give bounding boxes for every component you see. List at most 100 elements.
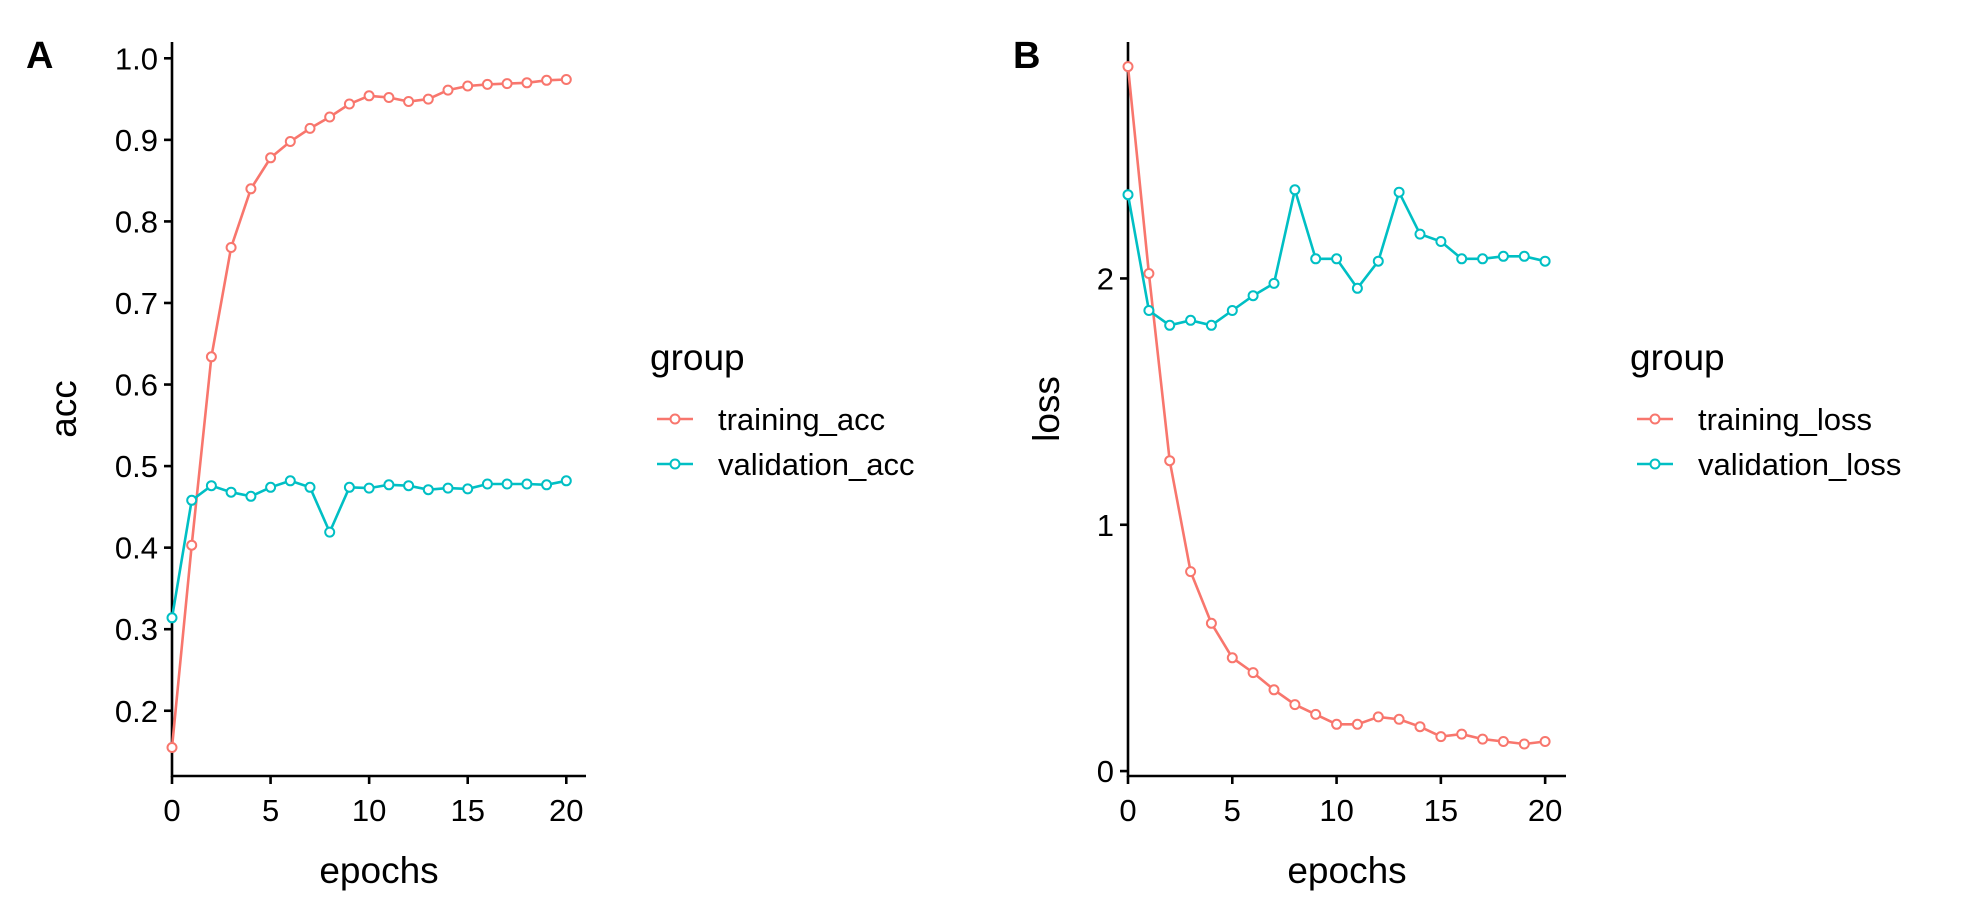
legend-label: validation_acc bbox=[718, 447, 914, 482]
data-point bbox=[1268, 684, 1280, 696]
y-tick-label: 1.0 bbox=[115, 41, 158, 76]
data-point bbox=[284, 475, 296, 487]
y-tick-label: 0 bbox=[1097, 754, 1114, 789]
y-tick-label: 0.7 bbox=[115, 286, 158, 321]
data-point bbox=[166, 742, 178, 753]
data-point bbox=[1539, 255, 1551, 267]
data-point bbox=[186, 539, 198, 551]
data-point bbox=[265, 152, 277, 164]
data-point bbox=[166, 612, 178, 624]
data-point bbox=[560, 475, 572, 487]
legend-label: training_loss bbox=[1698, 402, 1872, 437]
x-tick-label: 15 bbox=[1424, 793, 1458, 828]
data-point bbox=[186, 494, 198, 506]
y-tick-label: 0.3 bbox=[115, 612, 158, 647]
series-line bbox=[1126, 66, 1546, 746]
data-point bbox=[1497, 736, 1509, 747]
y-tick-label: 0.4 bbox=[115, 531, 158, 566]
data-point bbox=[1226, 652, 1238, 664]
data-point bbox=[1185, 314, 1197, 326]
data-point bbox=[284, 136, 296, 147]
data-point bbox=[1497, 250, 1509, 262]
data-point bbox=[501, 78, 513, 90]
data-point bbox=[363, 482, 375, 494]
x-tick-label: 20 bbox=[1528, 793, 1562, 828]
axis-lines bbox=[1126, 42, 1566, 778]
legend-label: validation_loss bbox=[1698, 447, 1901, 482]
data-point bbox=[1539, 736, 1551, 747]
data-point bbox=[1331, 718, 1343, 730]
x-tick-label: 5 bbox=[1224, 793, 1241, 828]
x-tick-label: 0 bbox=[163, 793, 180, 828]
data-point bbox=[1143, 305, 1155, 316]
data-point bbox=[343, 98, 355, 110]
series-line bbox=[170, 479, 567, 619]
y-tick-label: 0.9 bbox=[115, 123, 158, 158]
legend-title: group bbox=[1630, 337, 1725, 378]
data-point bbox=[541, 479, 553, 491]
data-point bbox=[481, 78, 493, 90]
data-point bbox=[304, 122, 316, 134]
panel-a: A 0.2 0.3 0.4 0.5 0.6 0.7 0.8 0.9 1.0 0 5 10 15 20 epoc… bbox=[26, 35, 914, 891]
data-point bbox=[304, 481, 316, 493]
legend-key-point bbox=[669, 413, 681, 425]
y-tick-label: 0.6 bbox=[115, 368, 158, 403]
data-point bbox=[422, 93, 434, 105]
legend-label: training_acc bbox=[718, 402, 885, 437]
data-point bbox=[501, 478, 513, 490]
series-validation-loss bbox=[1122, 184, 1551, 331]
data-point bbox=[442, 482, 454, 494]
data-point bbox=[1518, 738, 1530, 750]
x-axis-title: epochs bbox=[319, 850, 438, 891]
y-axis-title: acc bbox=[43, 380, 84, 438]
data-point bbox=[462, 483, 474, 495]
data-point bbox=[205, 480, 217, 492]
data-point bbox=[1331, 253, 1343, 265]
data-point bbox=[1205, 319, 1217, 331]
data-point bbox=[1247, 290, 1259, 302]
panel-letter: A bbox=[26, 35, 53, 77]
legend: group training_acc validation_acc bbox=[650, 337, 914, 482]
data-point bbox=[1289, 699, 1301, 711]
data-point bbox=[1205, 617, 1217, 629]
y-tick-label: 0.8 bbox=[115, 204, 158, 239]
data-point bbox=[265, 481, 277, 493]
x-tick-label: 20 bbox=[549, 793, 583, 828]
data-point bbox=[560, 74, 572, 85]
series-training-acc bbox=[166, 74, 572, 753]
data-point bbox=[1164, 319, 1176, 331]
data-point bbox=[1477, 253, 1489, 265]
series-validation-acc bbox=[166, 475, 572, 624]
y-tick-label: 0.2 bbox=[115, 694, 158, 729]
data-point bbox=[1372, 255, 1384, 267]
data-point bbox=[1185, 566, 1197, 578]
data-point bbox=[1435, 731, 1447, 743]
data-point bbox=[383, 479, 395, 491]
data-point bbox=[403, 480, 415, 492]
legend-key-point bbox=[669, 458, 681, 470]
data-point bbox=[1393, 713, 1405, 725]
data-point bbox=[324, 526, 336, 538]
data-point bbox=[245, 183, 257, 195]
data-point bbox=[462, 80, 474, 92]
data-point bbox=[1226, 305, 1238, 316]
x-axis-title: epochs bbox=[1287, 850, 1406, 891]
data-point bbox=[1310, 708, 1322, 720]
data-point bbox=[1289, 184, 1301, 196]
y-tick-label: 0.5 bbox=[115, 449, 158, 484]
data-point bbox=[1122, 189, 1134, 201]
data-point bbox=[225, 242, 237, 253]
data-point bbox=[245, 490, 257, 502]
y-axis-title: loss bbox=[1026, 376, 1067, 442]
data-point bbox=[1456, 253, 1468, 265]
data-point bbox=[1143, 268, 1155, 279]
data-point bbox=[363, 90, 375, 102]
data-point bbox=[1351, 718, 1363, 730]
x-tick-label: 10 bbox=[1319, 793, 1353, 828]
data-point bbox=[1247, 667, 1259, 679]
data-point bbox=[403, 96, 415, 107]
data-point bbox=[1164, 455, 1176, 467]
y-tick-label: 1 bbox=[1097, 508, 1114, 543]
